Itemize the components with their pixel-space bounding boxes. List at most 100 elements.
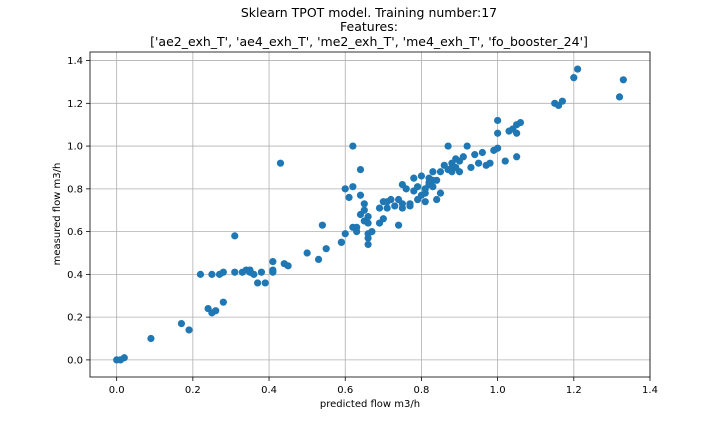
y-axis-label: measured flow m3/h [52,163,63,266]
data-point [474,159,483,167]
data-point [463,142,471,150]
data-point [356,191,365,199]
data-point [219,298,227,306]
y-tick-label: 1.4 [67,56,83,67]
data-point [398,200,406,208]
data-point [196,270,205,278]
x-tick-label: 0.6 [337,385,353,396]
data-point [212,307,220,315]
data-point [501,157,509,165]
data-point [402,185,410,193]
data-point [276,159,285,167]
data-point [433,195,441,204]
chart-title-line-3: ['ae2_exh_T', 'ae4_exh_T', 'me2_exh_T', … [150,34,588,49]
data-point [360,206,368,214]
data-point [318,221,326,229]
data-point [231,232,239,240]
x-tick-label: 1.4 [642,385,658,396]
data-point [494,116,502,125]
data-point [341,230,349,238]
data-point [360,200,368,208]
data-point [494,144,502,152]
data-point [478,148,486,157]
data-point [414,183,422,191]
y-tick-label: 0.8 [67,184,83,195]
data-point [147,334,155,343]
data-point [341,185,349,193]
x-tick-label: 0.2 [185,385,201,396]
data-point [433,176,441,184]
data-point [574,65,582,73]
data-point [436,168,445,176]
data-point [421,198,429,206]
data-point [284,262,292,270]
data-point [471,151,479,159]
data-point [231,268,239,276]
plot-frame [89,51,651,378]
data-point [322,245,330,253]
data-point [455,168,464,176]
x-axis-label: predicted flow m3/h [320,399,420,410]
axis-ticks: 0.0 0.2 0.4 0.6 0.8 1.0 1.2 1.4 0.0 0.2 0.4 0.6 0.8 1… [67,56,658,396]
chart-title-line-2: Features: [340,19,398,34]
y-tick-label: 0.4 [67,270,83,281]
data-point [250,270,258,278]
grid [90,52,651,377]
data-point [269,257,277,266]
data-point [429,183,437,191]
data-points [113,65,627,364]
data-point [177,319,186,328]
data-point [513,153,521,161]
data-point [459,153,467,161]
data-point [383,204,391,212]
data-point [303,249,311,257]
data-point [387,195,395,204]
data-point [364,240,372,249]
data-point [406,200,414,208]
data-point [364,213,372,221]
data-point [368,228,376,236]
data-point [353,223,361,231]
data-point [345,193,353,201]
data-point [349,183,357,191]
data-point [444,142,452,150]
y-tick-label: 1.0 [67,142,83,153]
data-point [513,129,521,137]
data-point [429,168,437,176]
y-tick-label: 0.2 [67,313,83,324]
data-point [486,159,494,167]
data-point [337,238,346,246]
data-point [391,202,399,210]
data-point [219,268,227,276]
data-point [516,118,525,127]
data-point [394,221,403,229]
data-point [349,142,357,150]
x-tick-label: 0.8 [413,385,429,396]
data-point [570,74,578,82]
data-point [185,326,193,334]
data-point [619,76,627,84]
data-point [417,172,426,180]
y-tick-label: 0.6 [67,227,83,238]
y-tick-label: 0.0 [67,355,83,366]
data-point [269,268,277,276]
chart-title-line-1: Sklearn TPOT model. Training number:17 [241,5,497,20]
data-point [375,204,384,212]
data-point [558,97,566,105]
x-tick-label: 1.0 [490,385,506,396]
data-point [364,219,372,227]
data-point [494,129,502,137]
data-point [120,354,128,362]
data-point [257,268,266,276]
x-tick-label: 0.4 [261,385,277,396]
x-tick-label: 1.2 [566,385,582,396]
data-point [208,270,216,278]
y-tick-label: 1.2 [67,99,83,110]
data-point [467,163,475,172]
data-point [436,189,445,197]
data-point [261,279,269,287]
data-point [356,165,365,174]
data-point [314,255,323,264]
x-tick-label: 0.0 [109,385,125,396]
